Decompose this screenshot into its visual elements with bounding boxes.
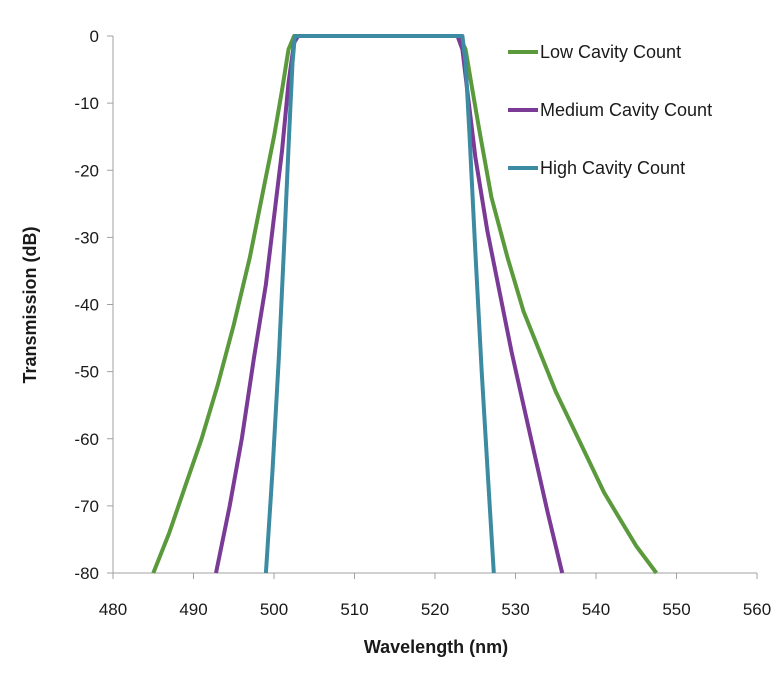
legend-label: High Cavity Count: [540, 158, 685, 178]
x-tick-label: 530: [501, 600, 529, 619]
x-tick-label: 490: [179, 600, 207, 619]
y-axis-title: Transmission (dB): [20, 226, 40, 383]
y-tick-label: 0: [90, 27, 99, 46]
y-tick-label: -40: [74, 296, 99, 315]
legend-label: Low Cavity Count: [540, 42, 681, 62]
y-tick-label: -70: [74, 497, 99, 516]
x-tick-label: 520: [421, 600, 449, 619]
x-tick-label: 540: [582, 600, 610, 619]
x-axis-title: Wavelength (nm): [364, 637, 508, 657]
x-tick-label: 480: [99, 600, 127, 619]
x-tick-label: 560: [743, 600, 771, 619]
legend-label: Medium Cavity Count: [540, 100, 712, 120]
series-lines: [151, 34, 659, 575]
y-tick-label: -50: [74, 363, 99, 382]
y-tick-label: -30: [74, 228, 99, 247]
legend: Low Cavity Count Medium Cavity Count High …: [508, 42, 712, 178]
y-tick-label: -20: [74, 161, 99, 180]
x-tick-label: 500: [260, 600, 288, 619]
x-tick-label: 510: [340, 600, 368, 619]
series-line-medium-cavity-count: [214, 34, 565, 574]
x-tick-label: 550: [662, 600, 690, 619]
y-tick-label: -80: [74, 564, 99, 583]
y-tick-label: -60: [74, 430, 99, 449]
series-line-high-cavity-count: [263, 34, 496, 574]
y-tick-label: -10: [74, 94, 99, 113]
